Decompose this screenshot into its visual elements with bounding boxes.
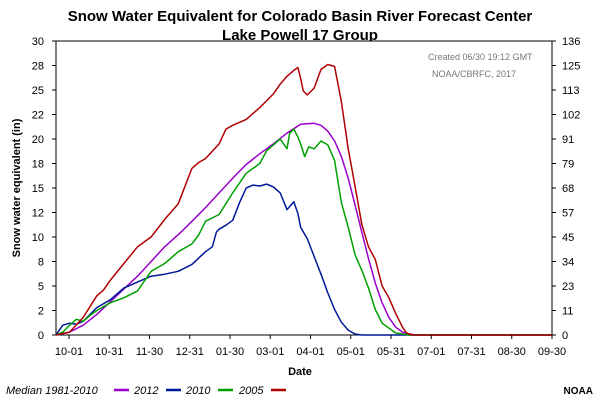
x-tick-label: 10-01 <box>55 346 83 358</box>
legend-label-2: 2010 <box>185 385 211 397</box>
y-tick-label: 28 <box>32 61 44 73</box>
x-tick-label: 09-30 <box>538 346 566 358</box>
y-tick-label: 0 <box>38 330 44 342</box>
y-tick-label: 12 <box>32 208 44 220</box>
y-tick-label: 2 <box>38 306 44 318</box>
chart-subtitle: Lake Powell 17 Group <box>222 27 378 44</box>
y2-tick-label: 34 <box>562 257 574 269</box>
series-group <box>55 63 552 336</box>
legend-label-0: Median 1981-2010 <box>6 385 99 397</box>
y2-tick-label: 113 <box>562 85 580 97</box>
x-axis-label: Date <box>288 366 312 378</box>
y2-tick-label: 102 <box>562 110 580 122</box>
y2-tick-label: 11 <box>562 306 573 318</box>
noaa-credit: NOAA <box>564 386 593 397</box>
x-tick-label: 10-31 <box>95 346 123 358</box>
y2-tick-label: 23 <box>562 281 574 293</box>
legend: Median 1981-2010 2012 2010 2005 <box>6 385 286 397</box>
created-note: Created 06/30 19:12 GMT <box>428 52 533 62</box>
y-axis-label: Snow water equivalent (in) <box>11 118 23 257</box>
x-tick-label: 05-31 <box>377 346 405 358</box>
x-tick-label: 07-31 <box>457 346 485 358</box>
y-tick-label: 22 <box>32 110 44 122</box>
y-tick-label: 8 <box>38 257 44 269</box>
y2-tick-label: 91 <box>562 134 574 146</box>
x-tick-label: 01-30 <box>216 346 244 358</box>
x-tick-label: 04-01 <box>296 346 324 358</box>
x-tick-label: 08-30 <box>498 346 526 358</box>
x-tick-label: 03-01 <box>256 346 284 358</box>
series-line-3 <box>55 63 552 336</box>
plot-area <box>55 40 553 336</box>
series-line-2 <box>55 128 552 336</box>
x-tick-label: 05-01 <box>337 346 365 358</box>
ticks-group: 0258101215182022252830011233445576879911… <box>32 36 581 358</box>
y-tick-label: 30 <box>32 36 44 48</box>
x-tick-label: 12-31 <box>176 346 204 358</box>
series-line-1 <box>55 183 552 336</box>
y2-tick-label: 79 <box>562 159 574 171</box>
y-tick-label: 20 <box>32 134 44 146</box>
legend-label-1: 2012 <box>133 385 158 397</box>
y2-tick-label: 68 <box>562 183 574 195</box>
legend-label-3: 2005 <box>238 385 264 397</box>
y-tick-label: 5 <box>38 281 44 293</box>
y2-tick-label: 57 <box>562 208 574 220</box>
chart-title: Snow Water Equivalent for Colorado Basin… <box>68 8 533 25</box>
y-tick-label: 25 <box>32 85 44 97</box>
series-line-0 <box>55 122 552 336</box>
y-tick-label: 10 <box>32 232 44 244</box>
y2-tick-label: 125 <box>562 61 580 73</box>
source-note: NOAA/CBRFC, 2017 <box>432 69 516 79</box>
y-tick-label: 18 <box>32 159 44 171</box>
y-tick-label: 15 <box>32 183 44 195</box>
x-tick-label: 07-01 <box>417 346 445 358</box>
y2-tick-label: 0 <box>562 330 568 342</box>
y2-tick-label: 45 <box>562 232 574 244</box>
x-tick-label: 11-30 <box>136 346 163 358</box>
y2-tick-label: 136 <box>562 36 580 48</box>
